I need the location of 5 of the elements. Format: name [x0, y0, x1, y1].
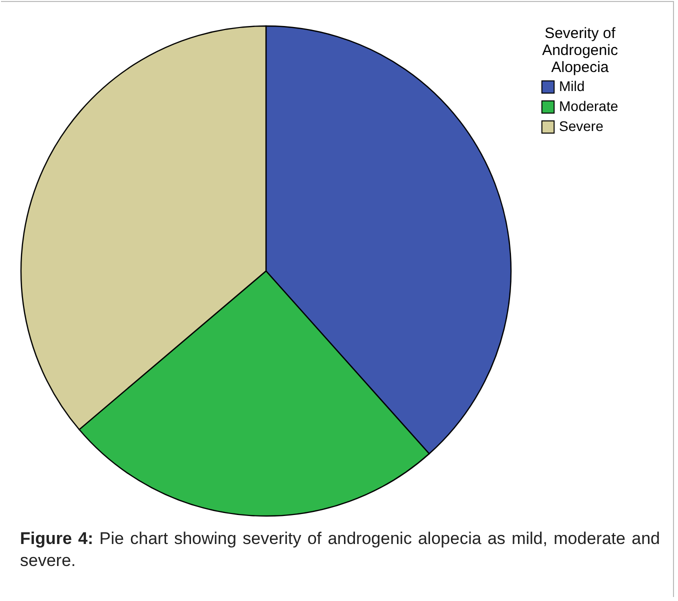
text: Figure 4: Pie chart showing severity of androgenic alopecia as mild, moderate and severe.: [20, 529, 660, 570]
legend-label: Mild: [559, 78, 585, 94]
legend-label: Moderate: [559, 98, 618, 114]
legend-label: Severe: [559, 118, 604, 134]
legend-title: Severity of Androgenic Alopecia: [542, 25, 618, 76]
